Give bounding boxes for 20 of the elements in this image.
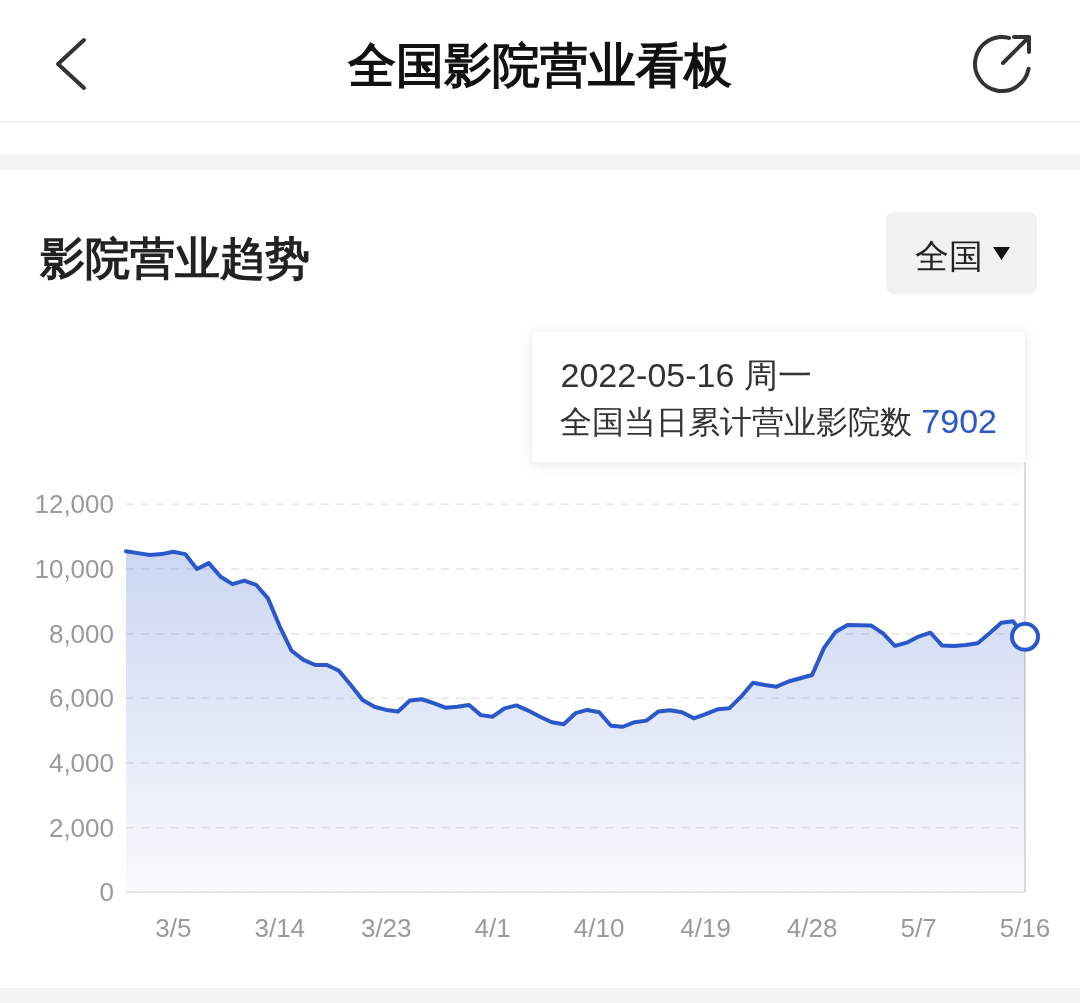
x-tick-label: 5/7 xyxy=(900,913,937,943)
y-tick-label: 10,000 xyxy=(34,553,114,584)
y-tick-label: 4,000 xyxy=(48,747,114,778)
x-tick-label: 4/28 xyxy=(786,913,838,943)
x-tick-label: 4/19 xyxy=(680,913,731,943)
x-tick-label: 4/10 xyxy=(573,913,625,943)
x-tick-label: 3/14 xyxy=(254,913,306,943)
y-tick-label: 8,000 xyxy=(48,618,114,649)
chart-subtitle: 影院营业趋势 xyxy=(39,233,310,284)
x-tick-label: 3/5 xyxy=(155,913,192,943)
x-tick-label: 3/23 xyxy=(360,913,412,943)
y-tick-label: 2,000 xyxy=(48,812,114,843)
x-tick-label: 5/16 xyxy=(999,913,1051,943)
tooltip: 2022-05-16 周一 全国当日累计营业影院数 7902 xyxy=(532,332,1025,463)
dropdown: 全国 xyxy=(886,212,1037,294)
y-tick-label: 12,000 xyxy=(34,489,114,520)
x-tick-label: 4/1 xyxy=(474,913,511,943)
chart-title: 全国影院营业看板 xyxy=(347,39,733,92)
y-tick-label: 6,000 xyxy=(48,683,114,714)
y-tick-label: 0 xyxy=(99,877,114,908)
